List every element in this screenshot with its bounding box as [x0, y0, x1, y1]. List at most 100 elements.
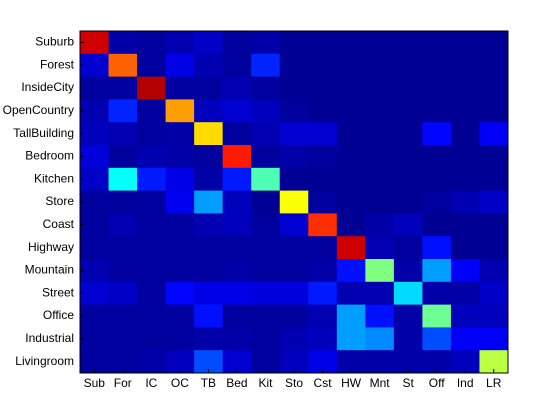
heatmap-cell [165, 122, 195, 146]
x-tick-label: Cst [314, 376, 333, 390]
heatmap-cell [108, 122, 138, 146]
heatmap-cell [336, 236, 366, 260]
heatmap-cell [165, 190, 195, 214]
heatmap-cell [165, 213, 195, 237]
y-tick-label: Industrial [25, 331, 74, 345]
heatmap-cell [308, 99, 338, 123]
x-tick-label: Sub [84, 376, 106, 390]
heatmap-cell [479, 190, 509, 214]
heatmap-cell [108, 327, 138, 351]
heatmap-cell [393, 236, 423, 260]
heatmap-cell [393, 327, 423, 351]
heatmap-cell [251, 31, 281, 55]
heatmap-cell [251, 190, 281, 214]
heatmap-cell [165, 259, 195, 283]
heatmap-cell [80, 350, 110, 374]
heatmap-cell [194, 304, 224, 328]
heatmap-cell [450, 304, 480, 328]
heatmap-cell [108, 53, 138, 78]
heatmap-cell [365, 350, 395, 374]
heatmap-cell [165, 350, 195, 374]
heatmap-cell [108, 190, 138, 214]
heatmap-cell [137, 76, 167, 100]
x-tick-label: IC [145, 376, 157, 390]
heatmap-cell [251, 327, 281, 351]
heatmap-cell [336, 304, 366, 328]
heatmap-cell [137, 190, 167, 214]
heatmap-cell [251, 213, 281, 237]
heatmap-cell [479, 145, 509, 169]
heatmap-cell [251, 350, 281, 374]
heatmap-cell [194, 281, 224, 306]
heatmap-cell [479, 99, 509, 123]
x-tick-label: OC [171, 376, 189, 390]
heatmap-cell [137, 167, 167, 192]
heatmap-cell [393, 259, 423, 283]
heatmap-cell [422, 327, 452, 351]
heatmap-cell [194, 213, 224, 237]
heatmap-cell [365, 236, 395, 260]
heatmap-cell [165, 31, 195, 55]
heatmap-cell [308, 327, 338, 351]
plot-frame [79, 30, 509, 374]
heatmap-cell [251, 236, 281, 260]
heatmap-cell [108, 31, 138, 55]
heatmap-cell [137, 53, 167, 78]
heatmap-cell [108, 350, 138, 374]
heatmap-cell [279, 145, 309, 169]
heatmap-cell [393, 213, 423, 237]
heatmap-cell [279, 99, 309, 123]
heatmap-cell [80, 76, 110, 100]
heatmap-cell [422, 53, 452, 78]
heatmap-cell [194, 31, 224, 55]
heatmap-cell [222, 327, 252, 351]
y-tick-label: Street [42, 285, 75, 299]
heatmap-cell [165, 304, 195, 328]
heatmap-cell [194, 236, 224, 260]
heatmap-cell [108, 213, 138, 237]
heatmap-cell [279, 304, 309, 328]
y-tick-label: Store [45, 194, 74, 208]
heatmap-cell [165, 76, 195, 100]
heatmap-cell [80, 53, 110, 78]
heatmap-cell [80, 167, 110, 192]
x-tick-label: Mnt [370, 376, 391, 390]
heatmap-cell [222, 213, 252, 237]
heatmap-cell [450, 76, 480, 100]
heatmap-cell [137, 327, 167, 351]
heatmap-cell [80, 259, 110, 283]
heatmap-cell [336, 259, 366, 283]
heatmap-cell [279, 259, 309, 283]
heatmap-cell [279, 122, 309, 146]
heatmap-cell [194, 327, 224, 351]
heatmap-cell [336, 190, 366, 214]
heatmap-cell [422, 167, 452, 192]
heatmap-cell [80, 236, 110, 260]
heatmap-cell [450, 99, 480, 123]
heatmap-cell [251, 53, 281, 78]
heatmap-cell [137, 122, 167, 146]
heatmap-cell [279, 213, 309, 237]
heatmap-cell [222, 99, 252, 123]
heatmap-cell [308, 122, 338, 146]
heatmap-cell [222, 53, 252, 78]
heatmap-cell [365, 304, 395, 328]
heatmap-cell [336, 327, 366, 351]
heatmap-cell [222, 76, 252, 100]
heatmap-cell [165, 167, 195, 192]
heatmap-cell [222, 122, 252, 146]
y-tick-label: InsideCity [21, 80, 74, 94]
heatmap-cell [80, 281, 110, 306]
heatmap-cell [194, 145, 224, 169]
heatmap-cell [80, 213, 110, 237]
heatmap-cell [308, 350, 338, 374]
heatmap-cell [450, 327, 480, 351]
heatmap-cell [336, 31, 366, 55]
heatmap-cell [336, 281, 366, 306]
heatmap-cell [336, 99, 366, 123]
heatmap-cell [279, 53, 309, 78]
heatmap-cell [137, 350, 167, 374]
y-tick-label: Highway [28, 240, 74, 254]
heatmap-cell [365, 76, 395, 100]
